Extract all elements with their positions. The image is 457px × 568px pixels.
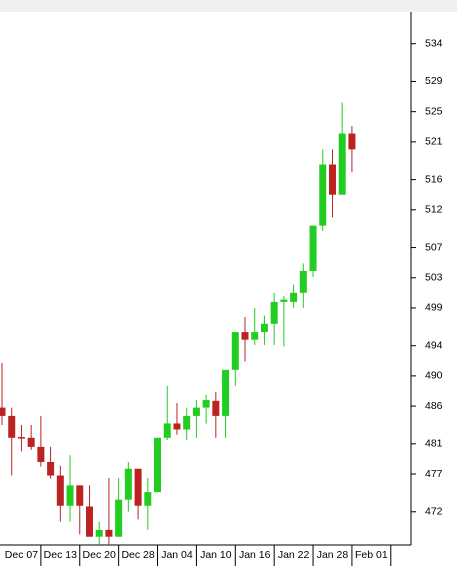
candle-body <box>183 415 191 430</box>
candle-body <box>319 164 327 226</box>
candle-body <box>290 292 298 302</box>
candle-body <box>105 529 113 537</box>
candle-body <box>85 506 93 537</box>
candle-body <box>309 225 317 271</box>
y-tick-label: 472 <box>425 506 443 518</box>
y-tick-label: 516 <box>425 173 443 185</box>
candle-body <box>222 369 230 416</box>
candle-body <box>17 437 25 439</box>
candle-body <box>66 485 74 506</box>
x-tick-label: Dec 13 <box>44 549 77 561</box>
y-tick-label: 499 <box>425 302 443 314</box>
candle-body <box>27 437 35 447</box>
candle-body <box>260 323 268 333</box>
candle-body <box>251 332 259 340</box>
y-tick-label: 490 <box>425 370 443 382</box>
x-tick-label: Jan 16 <box>239 549 271 561</box>
top-bar <box>0 0 457 12</box>
y-tick-label: 529 <box>425 75 443 87</box>
x-tick-label: Jan 28 <box>317 549 349 561</box>
candle-body <box>173 423 181 430</box>
y-tick-label: 503 <box>425 272 443 284</box>
candle-body <box>124 468 132 500</box>
y-tick-label: 507 <box>425 241 443 253</box>
y-tick-label: 477 <box>425 468 443 480</box>
y-tick-label: 486 <box>425 400 443 412</box>
y-tick-label: 534 <box>425 37 443 49</box>
x-tick-label: Jan 10 <box>200 549 232 561</box>
y-tick-label: 525 <box>425 105 443 117</box>
candle-body <box>154 437 162 493</box>
candle-body <box>299 270 307 293</box>
candle-body <box>47 461 55 476</box>
candle-body <box>8 415 16 438</box>
candle-body <box>56 475 64 506</box>
candle-body <box>348 133 356 150</box>
candle-body <box>37 446 45 462</box>
candle-body <box>328 164 336 195</box>
y-tick-label: 521 <box>425 136 443 148</box>
y-tick-label: 512 <box>425 204 443 216</box>
candle-body <box>144 492 152 506</box>
candle-body <box>0 407 6 416</box>
x-tick-label: Dec 28 <box>121 549 154 561</box>
candle-body <box>270 301 278 324</box>
y-tick-label: 494 <box>425 339 443 351</box>
candle-body <box>134 468 142 506</box>
candle-body <box>95 529 103 537</box>
x-tick-label: Feb 01 <box>355 549 388 561</box>
candle-body <box>280 299 288 302</box>
x-tick-label: Dec 07 <box>5 549 38 561</box>
candle-body <box>212 400 220 416</box>
candle-body <box>241 332 249 340</box>
candle-body <box>202 400 210 408</box>
y-tick-label: 481 <box>425 438 443 450</box>
x-tick-label: Dec 20 <box>83 549 116 561</box>
candle-body <box>115 499 123 537</box>
candle-body <box>163 423 171 438</box>
candle-body <box>231 332 239 370</box>
candle-body <box>338 133 346 195</box>
x-tick-label: Jan 04 <box>161 549 193 561</box>
candle-body <box>192 407 200 416</box>
candle-body <box>76 485 84 506</box>
x-tick-label: Jan 22 <box>278 549 310 561</box>
